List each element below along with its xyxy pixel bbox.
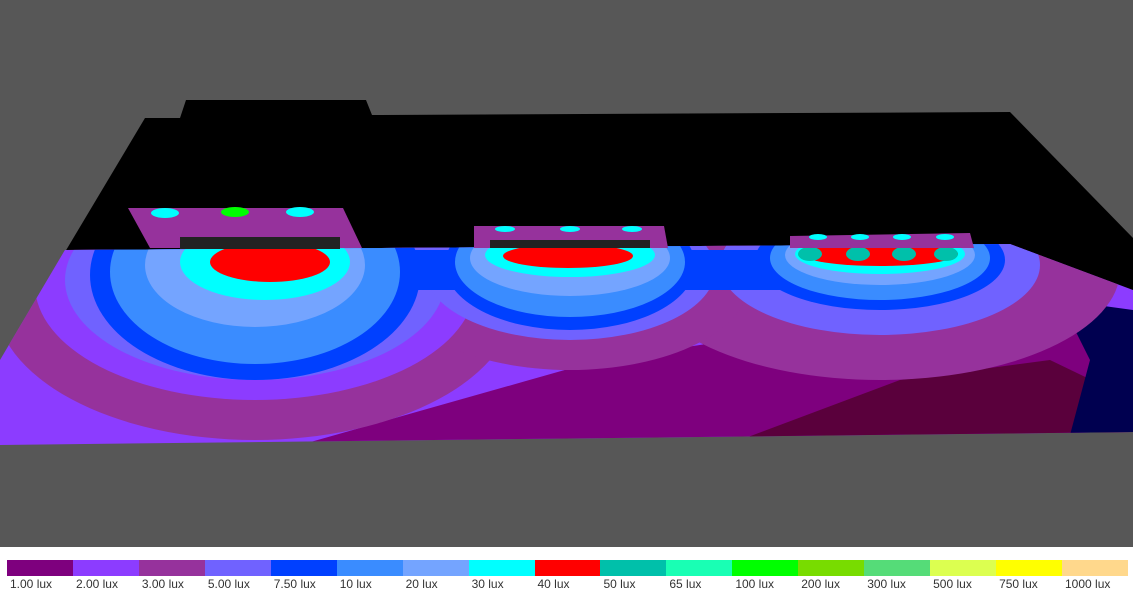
legend-swatch: 1000 lux: [1062, 560, 1128, 591]
legend-swatch: 7.50 lux: [270, 560, 337, 591]
legend-swatch: 300 lux: [864, 560, 931, 591]
legend-swatch: 30 lux: [468, 560, 535, 591]
legend-swatch: 2.00 lux: [72, 560, 139, 591]
legend-swatch: 3.00 lux: [138, 560, 205, 591]
legend-label: 1000 lux: [1065, 577, 1111, 591]
legend-swatch: 40 lux: [534, 560, 601, 591]
legend-label: 200 lux: [801, 577, 840, 591]
false-color-illuminance-render: [0, 100, 1133, 445]
legend-label: 50 lux: [603, 577, 636, 591]
legend-label: 500 lux: [933, 577, 972, 591]
illuminance-legend: 1.00 lux 2.00 lux 3.00 lux 5.00 lux 7.50 lux…: [7, 560, 1128, 591]
legend-swatch: 50 lux: [600, 560, 667, 591]
legend-label: 7.50 lux: [273, 577, 316, 591]
wall-panel-middle: [474, 226, 668, 248]
legend-swatch: 500 lux: [930, 560, 997, 591]
legend-label: 20 lux: [405, 577, 438, 591]
legend-label: 40 lux: [537, 577, 570, 591]
legend-label: 5.00 lux: [207, 577, 250, 591]
legend-swatch: 65 lux: [666, 560, 733, 591]
legend-swatch: 5.00 lux: [204, 560, 271, 591]
legend-label: 10 lux: [339, 577, 372, 591]
wall-panel-right: [790, 233, 974, 248]
legend-swatch: 1.00 lux: [7, 560, 73, 591]
legend-label: 30 lux: [471, 577, 504, 591]
legend-swatch: 100 lux: [732, 560, 799, 591]
legend-label: 2.00 lux: [75, 577, 118, 591]
legend-swatch: 10 lux: [336, 560, 403, 591]
legend-label: 100 lux: [735, 577, 775, 591]
legend-label: 300 lux: [867, 577, 906, 591]
legend-label: 65 lux: [669, 577, 702, 591]
legend-swatch: 750 lux: [996, 560, 1062, 591]
legend-label: 750 lux: [999, 577, 1038, 591]
wall-panel-left: [128, 207, 362, 249]
legend-label: 1.00 lux: [10, 577, 53, 591]
floor-contours: [0, 244, 1133, 445]
legend-swatch: 200 lux: [798, 560, 865, 591]
legend-label: 3.00 lux: [141, 577, 184, 591]
legend-swatch: 20 lux: [402, 560, 469, 591]
